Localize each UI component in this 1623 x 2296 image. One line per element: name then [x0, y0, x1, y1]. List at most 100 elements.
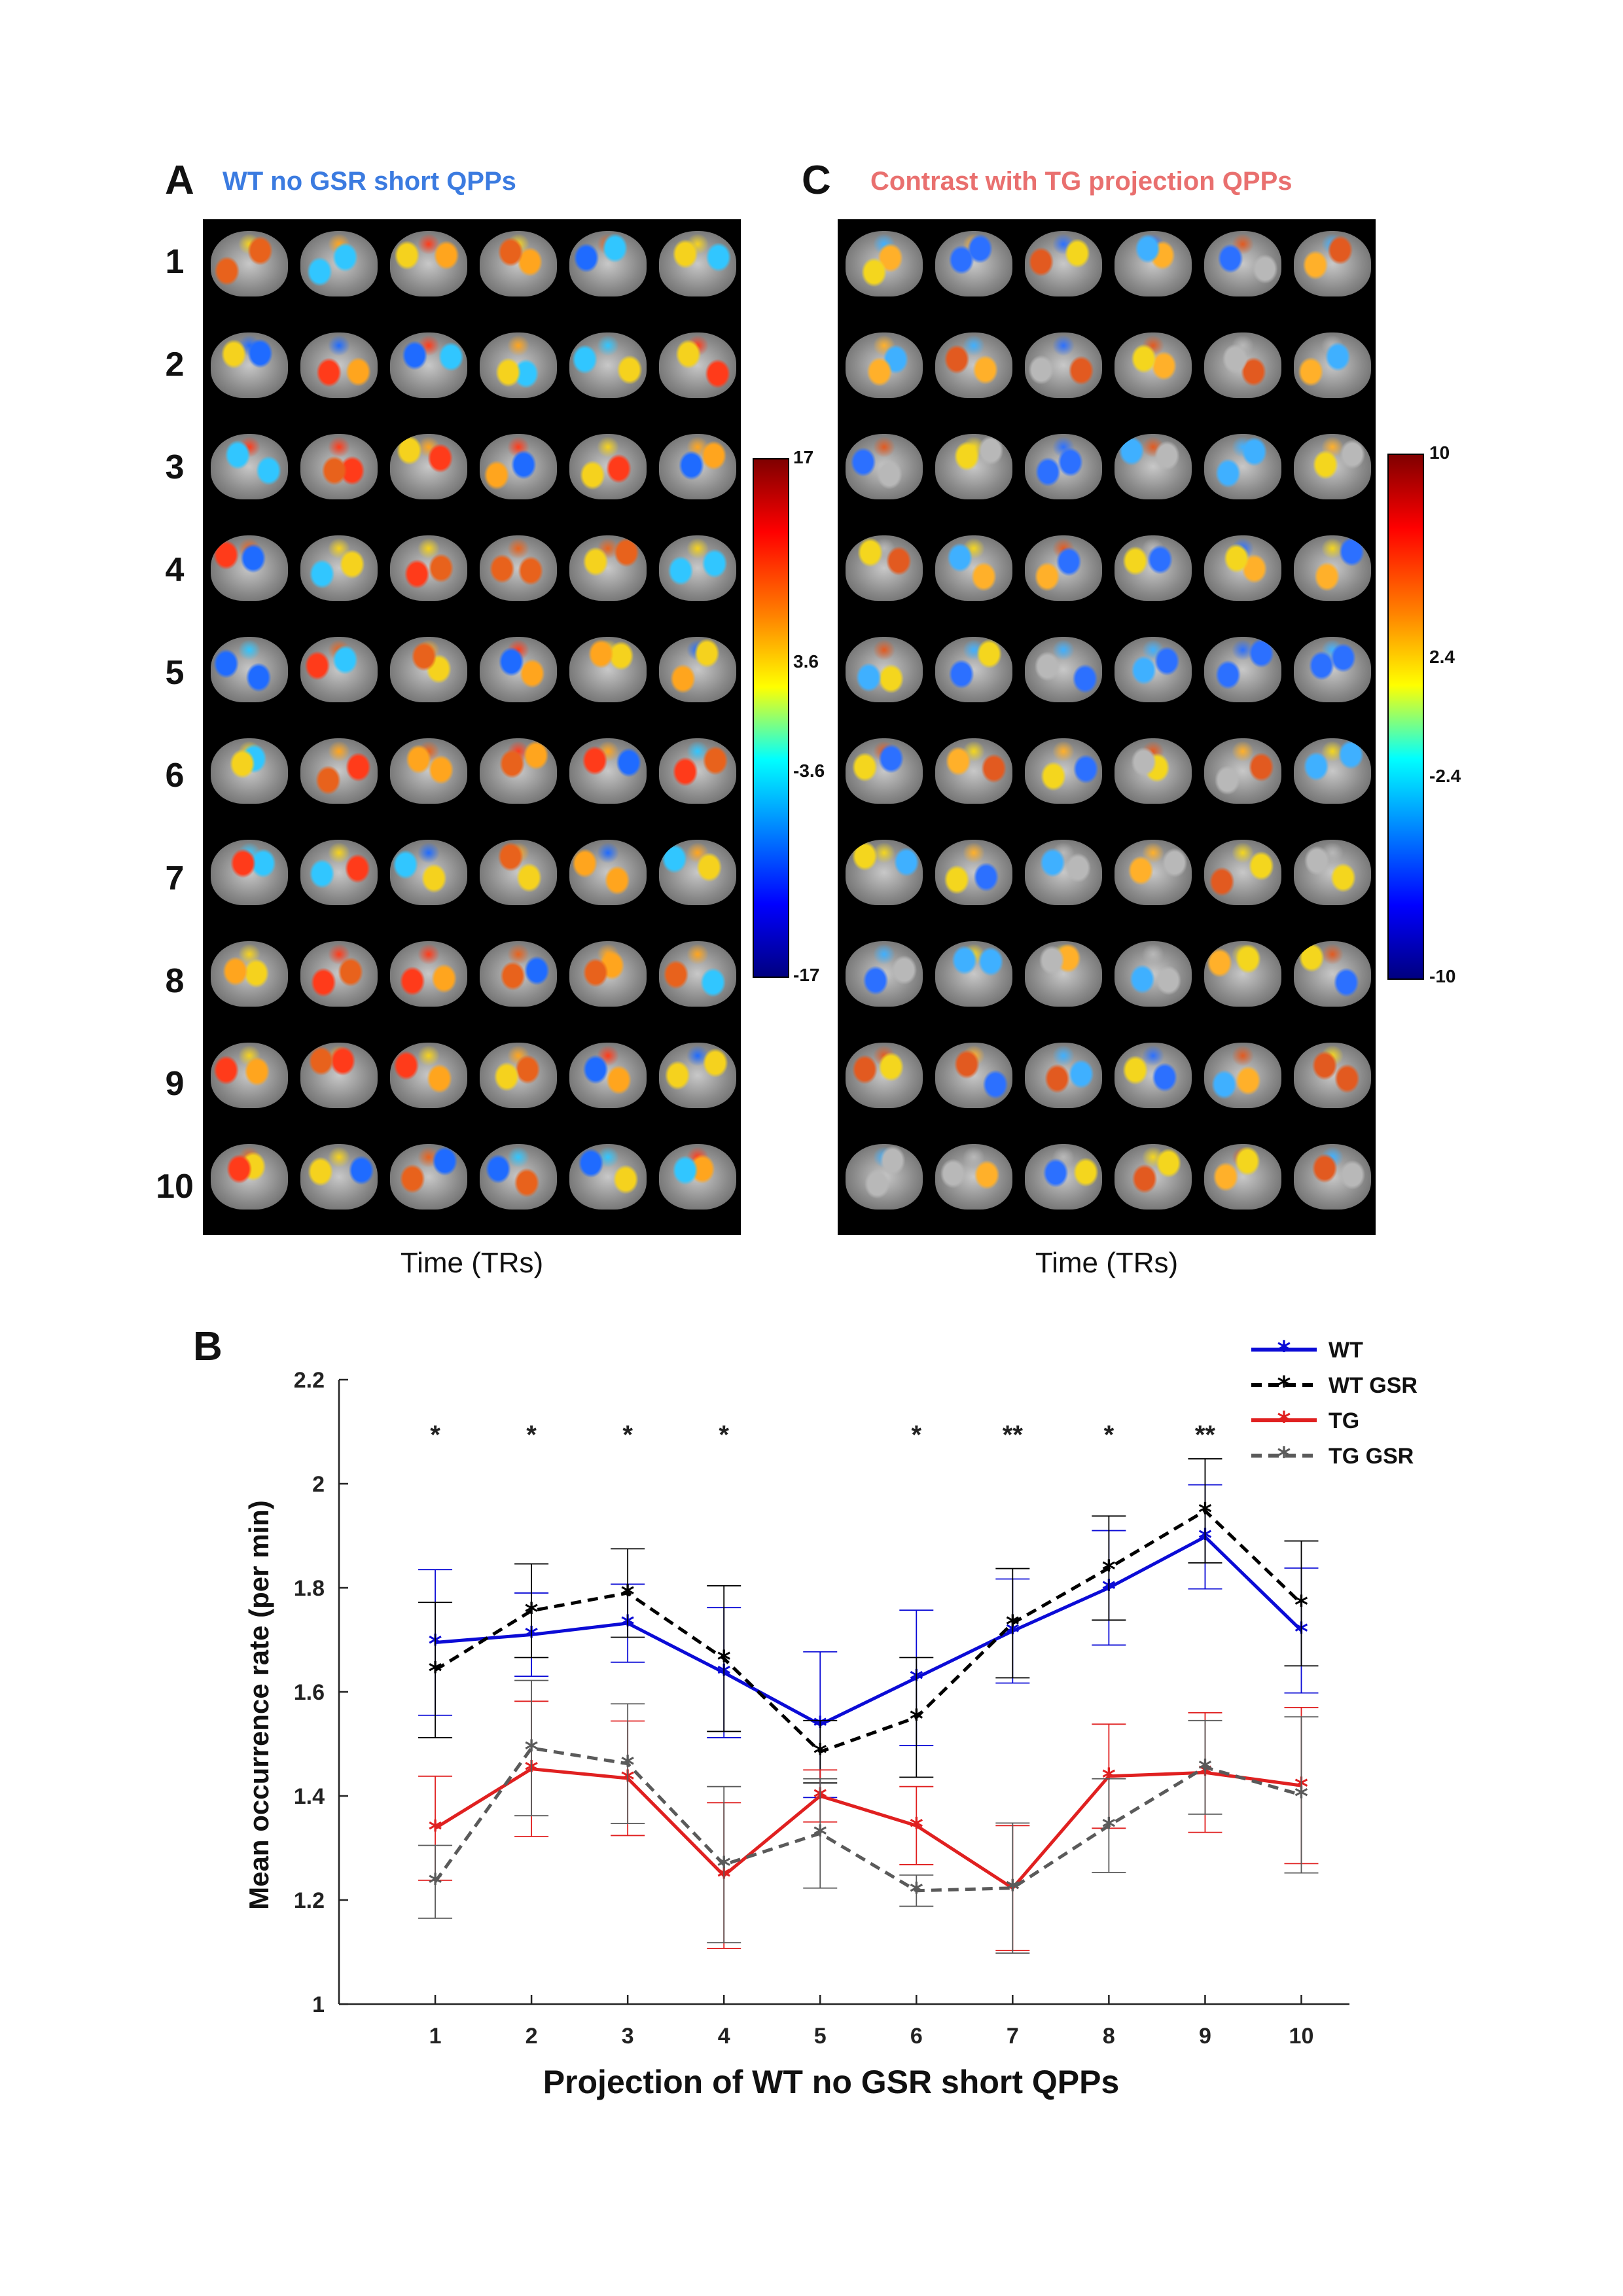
- brain-slice-image: [659, 434, 736, 499]
- row-label: 7: [165, 859, 185, 897]
- brain-slice-image: [935, 840, 1012, 905]
- legend-label-wt-gsr: WT GSR: [1329, 1373, 1418, 1398]
- x-tick-label: 5: [814, 2024, 827, 2049]
- data-point-tg-gsr: *: [813, 1820, 827, 1850]
- brain-slice-image: [1025, 941, 1102, 1007]
- y-tick-label: 2: [312, 1472, 325, 1497]
- brain-slice-image: [390, 535, 467, 601]
- row-label: 6: [165, 757, 185, 795]
- brain-slice-image: [935, 434, 1012, 499]
- brain-slice-image: [659, 738, 736, 804]
- data-point-tg-gsr: *: [910, 1878, 923, 1908]
- brain-slice-image: [480, 1144, 557, 1210]
- brain-slice-image: [480, 941, 557, 1007]
- brain-slice-image: [480, 332, 557, 398]
- data-point-tg-gsr: *: [1006, 1875, 1020, 1905]
- brain-slice-image: [569, 332, 647, 398]
- brain-slice-image: [846, 332, 923, 398]
- data-point-tg: *: [910, 1812, 923, 1842]
- legend-label-wt: WT: [1329, 1338, 1363, 1363]
- brain-slice-image: [480, 1043, 557, 1108]
- brain-slice-image: [211, 1144, 288, 1210]
- data-point-tg-gsr: *: [621, 1751, 635, 1781]
- brain-slice-image: [1294, 434, 1371, 499]
- brain-slice-image: [1204, 1043, 1281, 1108]
- brain-slice-image: [1204, 434, 1281, 499]
- x-tick-label: 6: [910, 2024, 923, 2049]
- brain-slice-image: [659, 1043, 736, 1108]
- panel-a-title: WT no GSR short QPPs: [223, 167, 516, 196]
- brain-slice-image: [211, 434, 288, 499]
- brain-slice-image: [569, 535, 647, 601]
- brain-slice-image: [1294, 1144, 1371, 1210]
- brain-slice-image: [300, 941, 378, 1007]
- brain-slice-image: [390, 637, 467, 702]
- brain-slice-image: [659, 332, 736, 398]
- y-axis-title: Mean occurrence rate (per min): [243, 1500, 274, 1910]
- data-point-wt-gsr: *: [1102, 1555, 1116, 1585]
- brain-slice-image: [935, 637, 1012, 702]
- brain-slice-image: [1025, 1043, 1102, 1108]
- panel-c-cbar-tick-pos: 2.4: [1429, 647, 1455, 667]
- brain-slice-image: [300, 231, 378, 296]
- row-label: 2: [165, 346, 185, 384]
- brain-slice-image: [390, 738, 467, 804]
- brain-slice-image: [390, 1043, 467, 1108]
- data-point-wt-gsr: *: [910, 1704, 923, 1734]
- data-point-tg: *: [1102, 1763, 1116, 1793]
- brain-slice-image: [935, 1144, 1012, 1210]
- brain-slice-image: [935, 1043, 1012, 1108]
- brain-slice-image: [659, 941, 736, 1007]
- row-label: 3: [165, 448, 185, 486]
- y-tick-label: 2.2: [294, 1368, 325, 1393]
- brain-slice-image: [390, 434, 467, 499]
- brain-slice-image: [390, 231, 467, 296]
- brain-slice-image: [935, 231, 1012, 296]
- brain-slice-image: [569, 840, 647, 905]
- brain-slice-image: [1294, 941, 1371, 1007]
- panel-c-xlabel: Time (TRs): [1035, 1247, 1179, 1279]
- row-label: 4: [165, 551, 185, 589]
- panel-a-letter: A: [165, 158, 194, 203]
- legend-marker-tg-gsr: *: [1277, 1442, 1291, 1472]
- brain-slice-image: [211, 840, 288, 905]
- brain-slice-image: [1294, 231, 1371, 296]
- significance-marker: *: [430, 1421, 440, 1450]
- x-tick-label: 2: [526, 2024, 538, 2049]
- row-label: 1: [165, 243, 185, 281]
- brain-slice-image: [659, 840, 736, 905]
- panel-c-colorbar: [1387, 454, 1424, 980]
- brain-slice-image: [390, 941, 467, 1007]
- brain-slice-image: [1025, 434, 1102, 499]
- panel-a-cbar-tick-min: -17: [793, 965, 820, 985]
- legend-label-tg-gsr: TG GSR: [1329, 1444, 1414, 1469]
- brain-slice-image: [569, 941, 647, 1007]
- data-point-wt-gsr: *: [525, 1598, 539, 1628]
- brain-slice-image: [935, 738, 1012, 804]
- data-point-wt-gsr: *: [1294, 1590, 1308, 1621]
- data-point-wt-gsr: *: [813, 1738, 827, 1768]
- y-tick-label: 1.4: [294, 1784, 325, 1809]
- brain-slice-image: [569, 738, 647, 804]
- brain-slice-image: [1204, 535, 1281, 601]
- brain-slice-image: [480, 434, 557, 499]
- brain-slice-image: [1115, 1144, 1192, 1210]
- data-point-tg-gsr: *: [525, 1735, 539, 1765]
- legend-marker-tg: *: [1277, 1407, 1291, 1437]
- panel-a-cbar-tick-pos: 3.6: [793, 651, 819, 672]
- x-tick-label: 4: [718, 2024, 730, 2049]
- brain-slice-image: [211, 637, 288, 702]
- panel-c-letter: C: [802, 158, 831, 203]
- significance-marker: *: [719, 1421, 729, 1450]
- x-tick-label: 3: [622, 2024, 634, 2049]
- brain-slice-image: [1204, 637, 1281, 702]
- brain-slice-image: [390, 840, 467, 905]
- brain-slice-image: [480, 231, 557, 296]
- brain-slice-image: [480, 840, 557, 905]
- panel-c-title: Contrast with TG projection QPPs: [870, 167, 1293, 196]
- significance-marker: *: [526, 1421, 537, 1450]
- brain-slice-image: [659, 231, 736, 296]
- brain-slice-image: [300, 535, 378, 601]
- brain-slice-image: [300, 1144, 378, 1210]
